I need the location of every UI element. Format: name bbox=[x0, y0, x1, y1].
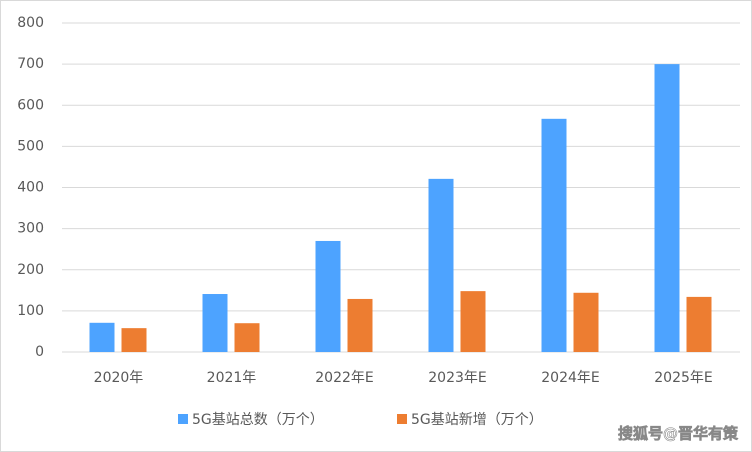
bar bbox=[573, 292, 599, 352]
y-tick-label: 800 bbox=[17, 15, 44, 31]
bar bbox=[686, 296, 712, 352]
bar bbox=[541, 118, 567, 352]
bar bbox=[654, 64, 680, 352]
y-tick-label: 500 bbox=[17, 138, 44, 154]
y-tick-label: 600 bbox=[17, 97, 44, 113]
legend-swatch bbox=[178, 414, 188, 424]
x-tick-label: 2022年E bbox=[315, 370, 373, 386]
y-tick-label: 200 bbox=[17, 262, 44, 278]
bar bbox=[428, 178, 454, 352]
bar bbox=[315, 240, 341, 352]
bar bbox=[202, 294, 228, 352]
legend-label: 5G基站新增（万个） bbox=[411, 411, 543, 428]
bar bbox=[460, 291, 486, 352]
x-tick-label: 2024年E bbox=[541, 370, 599, 386]
legend-label: 5G基站总数（万个） bbox=[192, 411, 324, 428]
legend-swatch bbox=[397, 414, 407, 424]
x-tick-label: 2023年E bbox=[428, 370, 486, 386]
x-tick-label: 2021年 bbox=[207, 370, 257, 386]
y-tick-label: 400 bbox=[17, 180, 44, 196]
bar bbox=[234, 323, 260, 352]
bar bbox=[121, 328, 147, 352]
bar bbox=[89, 322, 115, 352]
y-tick-label: 100 bbox=[17, 303, 44, 319]
bar bbox=[347, 298, 373, 352]
y-tick-label: 700 bbox=[17, 56, 44, 72]
y-tick-label: 0 bbox=[35, 344, 44, 360]
y-tick-label: 300 bbox=[17, 221, 44, 237]
watermark: 搜狐号@晋华有策 bbox=[618, 425, 739, 443]
x-tick-label: 2020年 bbox=[94, 370, 144, 386]
x-tick-label: 2025年E bbox=[654, 370, 712, 386]
